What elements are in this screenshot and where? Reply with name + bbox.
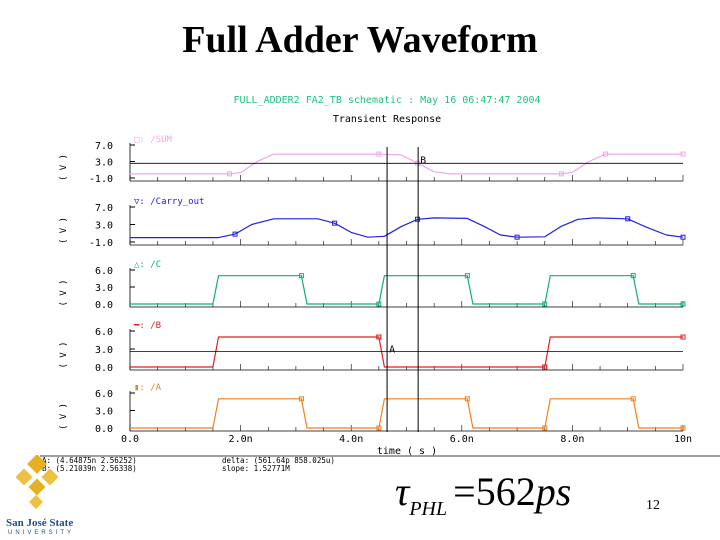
- data-marker: [680, 425, 686, 431]
- x-tick-label: 0.0: [121, 434, 139, 445]
- legend-b: ━: /B: [133, 321, 161, 331]
- readout-delta: delta: (561.64p 858.025u): [222, 456, 335, 465]
- x-tick-label: 2.0n: [229, 434, 253, 445]
- y-tick-label: 3.0: [95, 345, 113, 356]
- legend-c: △: /C: [134, 260, 161, 270]
- data-marker: [542, 364, 548, 370]
- data-marker: [542, 301, 548, 307]
- cursor-label-b: B: [420, 155, 426, 166]
- y-tick-label: -1.0: [89, 174, 113, 185]
- y-tick-label: 3.0: [95, 407, 113, 418]
- y-tick-label: 3.0: [95, 158, 113, 169]
- data-marker: [376, 151, 382, 157]
- tau-symbol: τ: [395, 469, 410, 514]
- data-marker: [415, 216, 421, 222]
- x-tick-label: 4.0n: [339, 434, 363, 445]
- readout-b: B: (5.21039n 2.56338): [42, 464, 137, 473]
- y-tick-label: 0.0: [95, 424, 113, 435]
- y-tick-label: 7.0: [95, 203, 113, 214]
- data-marker: [464, 273, 470, 279]
- logo-text: San José State: [6, 517, 74, 529]
- readout-a: A: (4.64875n 2.56252): [42, 456, 137, 465]
- data-marker: [298, 396, 304, 402]
- y-axis-label: ( V ): [59, 341, 69, 368]
- page-number: 12: [646, 498, 660, 513]
- y-tick-label: 6.0: [95, 327, 113, 338]
- waveform-carry_out: [130, 217, 684, 239]
- delay-value: 562: [475, 469, 536, 514]
- y-tick-label: 3.0: [95, 221, 113, 232]
- chart-header: FULL_ADDER2 FA2_TB schematic : May 16 06…: [233, 95, 540, 106]
- data-marker: [680, 234, 686, 240]
- data-marker: [376, 301, 382, 307]
- data-marker: [232, 231, 238, 237]
- x-axis-label: time ( s ): [377, 446, 437, 457]
- data-marker: [376, 425, 382, 431]
- logo-subtext: UNIVERSITY: [8, 530, 75, 536]
- y-tick-label: 0.0: [95, 363, 113, 374]
- y-tick-label: 6.0: [95, 266, 113, 277]
- sjsu-logo-icon: [15, 455, 59, 510]
- y-tick-label: 3.0: [95, 283, 113, 294]
- y-tick-label: 7.0: [95, 141, 113, 152]
- data-marker: [603, 151, 609, 157]
- waveform-c: [130, 275, 683, 305]
- y-tick-label: 0.0: [95, 300, 113, 311]
- cursor-label-a: A: [389, 345, 395, 356]
- data-marker: [558, 171, 564, 177]
- data-marker: [227, 171, 233, 177]
- chart-title: Transient Response: [333, 114, 441, 125]
- y-tick-label: 6.0: [95, 389, 113, 400]
- legend-sum: □: /SUM: [134, 135, 173, 145]
- y-axis-label: ( V ): [59, 217, 69, 244]
- legend-carry_out: ▽: /Carry_out: [134, 197, 204, 207]
- data-marker: [376, 334, 382, 340]
- data-marker: [542, 425, 548, 431]
- equals-sign: =: [453, 469, 476, 514]
- delay-unit: ps: [535, 469, 572, 514]
- data-marker: [298, 273, 304, 279]
- x-tick-label: 6.0n: [450, 434, 474, 445]
- tau-subscript: PHL: [409, 498, 448, 520]
- y-axis-label: ( V ): [59, 279, 69, 306]
- y-axis-label: ( V ): [59, 154, 69, 181]
- x-tick-label: 8.0n: [560, 434, 584, 445]
- legend-a: ▮: /A: [134, 383, 162, 393]
- waveform-a: [130, 398, 683, 429]
- slide-title: Full Adder Waveform: [182, 19, 538, 61]
- delay-formula: τPHL =562ps: [395, 468, 571, 521]
- data-marker: [630, 273, 636, 279]
- x-tick-label: 10n: [674, 434, 692, 445]
- y-tick-label: -1.0: [89, 238, 113, 249]
- data-marker: [464, 396, 470, 402]
- y-axis-label: ( V ): [59, 403, 69, 430]
- data-marker: [630, 396, 636, 402]
- data-marker: [332, 220, 338, 226]
- data-marker: [625, 216, 631, 222]
- waveform-sum: [130, 153, 683, 175]
- data-marker: [680, 301, 686, 307]
- readout-slope: slope: 1.52771M: [222, 464, 290, 473]
- data-marker: [680, 151, 686, 157]
- data-marker: [514, 234, 520, 240]
- data-marker: [680, 334, 686, 340]
